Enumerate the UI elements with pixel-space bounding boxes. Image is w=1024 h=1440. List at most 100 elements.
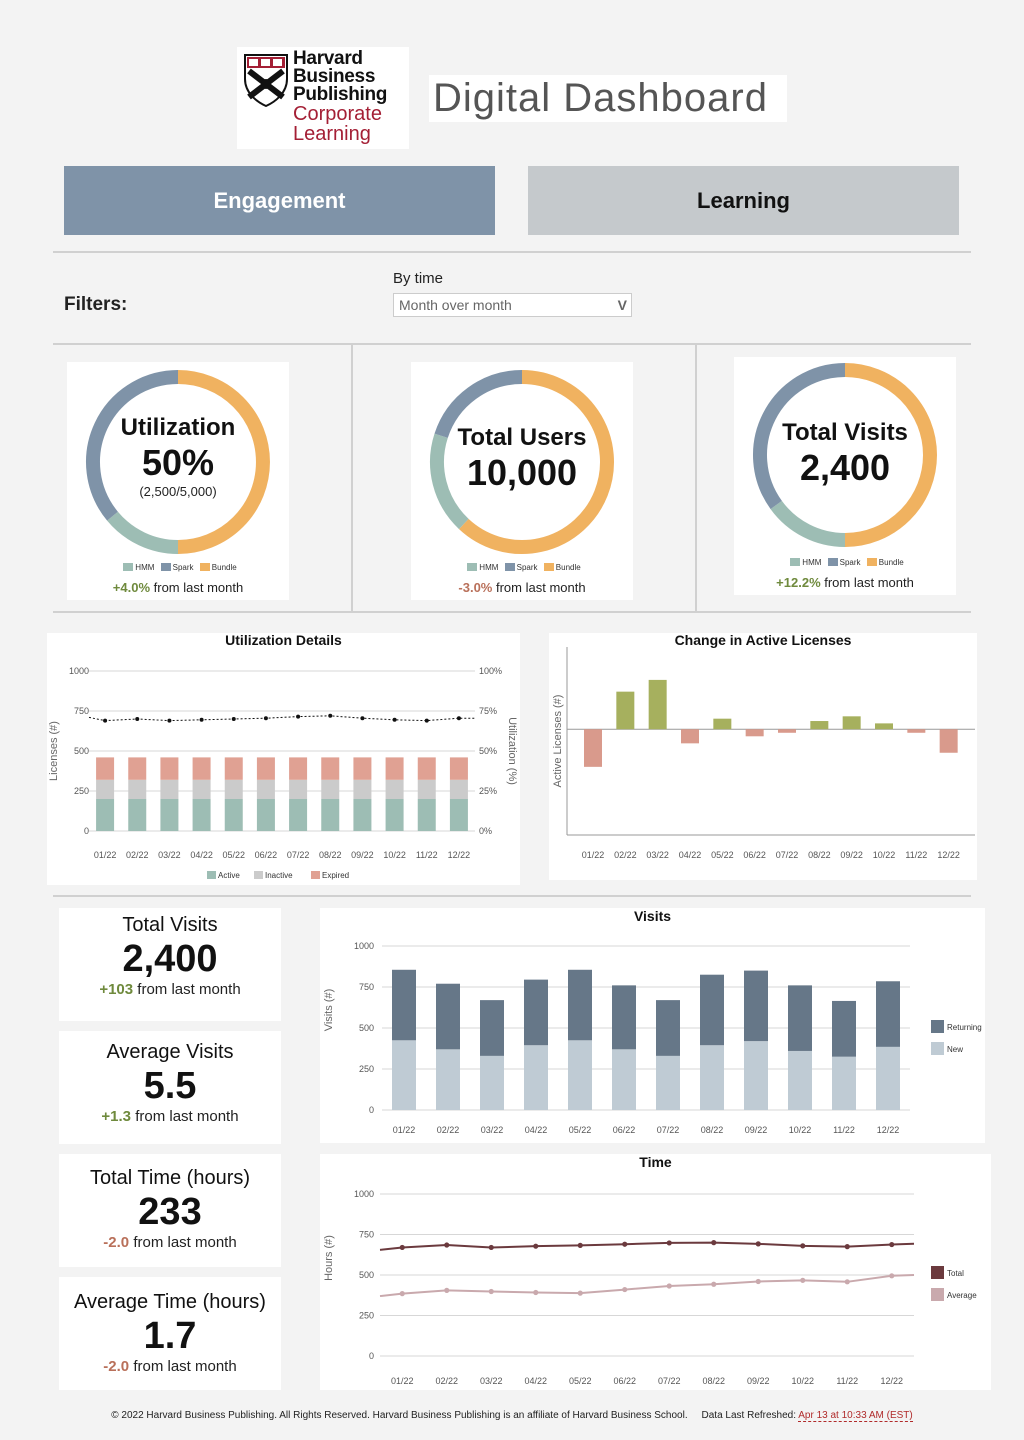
bar-expired [192,757,211,780]
x-tick-label: 05/22 [711,850,734,860]
tab-learning[interactable]: Learning [528,166,959,235]
tab-engagement[interactable]: Engagement [64,166,495,235]
x-tick-label: 08/22 [319,850,342,860]
utilization-point [296,714,301,719]
refresh-value[interactable]: Apr 13 at 10:33 AM (EST) [798,1410,913,1422]
legend-label: Average [947,1291,977,1300]
series-point-total [444,1242,450,1248]
kpi-average-time: Average Time (hours) 1.7 -2.0 from last … [59,1277,281,1390]
x-tick-label: 12/22 [880,1376,903,1386]
bar-inactive [449,779,468,799]
total-visits-donut [753,363,937,547]
by-time-select[interactable]: Month over month V [393,293,632,317]
series-point-average [488,1288,494,1295]
x-tick-label: 02/22 [437,1125,460,1135]
series-point-average [444,1287,450,1293]
hbs-shield-icon [244,54,288,107]
donut-delta: +4.0% from last month [67,580,289,595]
series-point-total [399,1244,405,1251]
y-tick-label: 250 [359,1311,374,1321]
bar-inactive [224,779,243,799]
bar-returning [612,985,636,1050]
kpi-value: 1.7 [143,1315,197,1357]
delta-value: -3.0% [458,580,493,595]
license-change-bar [584,729,602,767]
y-tick-label: 500 [74,746,89,756]
legend-swatch-spark [160,563,171,571]
y-tick-label: 1000 [69,666,89,676]
x-tick-label: 04/22 [525,1125,548,1135]
legend-swatch [931,1042,944,1055]
legend-label: Bundle [211,563,237,572]
legend-label: Total [947,1269,964,1278]
bar-returning [480,1000,504,1056]
kpi-label: Average Visits [106,1041,234,1063]
utilization-details-svg: 0 0% 250 25% 500 50% 750 75% 1000 100% Licenses (#… [48,666,518,880]
divider [53,895,971,897]
series-point-average [711,1281,717,1287]
donut-label: Total Visits [782,419,908,446]
bar-expired [385,757,404,780]
bar-expired [417,757,436,780]
donut-value: 10,000 [466,452,578,493]
bar-new [568,1040,592,1110]
kpi-value: 5.5 [143,1065,197,1107]
y-tick-label: 750 [359,982,374,992]
bar-inactive [289,779,308,799]
y-axis-label: Hours (#) [323,1235,335,1281]
active-licenses-svg: Active Licenses (#) 01/22 02/22 03/22 04/22 0… [552,647,975,860]
donut-legend: HMM Spark Bundle [67,563,289,572]
x-tick-label: 06/22 [255,850,278,860]
license-change-bar [875,723,893,730]
bar-active [289,799,308,831]
donut-segment-spark [753,363,846,510]
footer: © 2022 Harvard Business Publishing. All … [0,1410,1024,1422]
x-tick-label: 09/22 [747,1376,770,1386]
donut-delta: +12.2% from last month [734,575,956,590]
series-point-average [844,1279,850,1285]
legend-swatch-spark [504,563,515,571]
legend-label: Bundle [878,558,904,567]
legend-swatch [311,871,320,879]
donut-value: 2,400 [799,447,891,488]
bar-new [524,1045,548,1110]
y-tick-label: 0 [369,1351,374,1361]
donut-segment-spark [434,370,523,439]
kpi-delta: -2.0 from last month [59,1358,281,1375]
x-tick-label: 12/22 [448,850,471,860]
legend-swatch-bundle [543,563,554,571]
donut-text: Total Visits 2,400 [734,419,956,489]
bar-expired [160,757,179,780]
license-change-bar [681,729,699,744]
copyright-text: © 2022 Harvard Business Publishing. All … [111,1410,688,1421]
kpi-total-time: Total Time (hours) 233 -2.0 from last mo… [59,1154,281,1267]
bar-returning [744,970,768,1042]
y-tick-label: 500 [359,1270,374,1280]
y-tick-label: 0 [369,1105,374,1115]
bar-returning [700,974,724,1046]
donut-segment-hmm [430,433,469,530]
bar-active [96,799,115,831]
delta-suffix: from last month [131,1108,239,1125]
y-axis-label: Visits (#) [323,989,335,1032]
bar-new [656,1055,680,1110]
legend-label: HMM [479,563,499,572]
bar-expired [289,757,308,780]
legend-swatch [931,1266,944,1279]
utilization-donut [86,370,270,554]
donut-segment-spark [86,370,179,521]
utilization-details-chart: Utilization Details 0 0% 250 25% 500 50% 750 75… [47,632,520,885]
bar-active [385,799,404,831]
bar-returning [832,1000,856,1057]
total-users-donut [430,370,614,554]
bar-returning [656,1000,680,1056]
kpi-value: 2,400 [122,938,218,980]
bar-returning [524,979,548,1046]
y-tick-label: 500 [359,1023,374,1033]
time-svg: 0 250 500 750 1000 Hours (#) 01/22 02/22 03/22 04… [323,1189,977,1386]
bar-returning [876,981,900,1047]
series-point-total [889,1241,895,1248]
legend-label: Spark [172,563,194,572]
x-tick-label: 06/22 [613,1376,636,1386]
series-point-average [666,1283,672,1289]
